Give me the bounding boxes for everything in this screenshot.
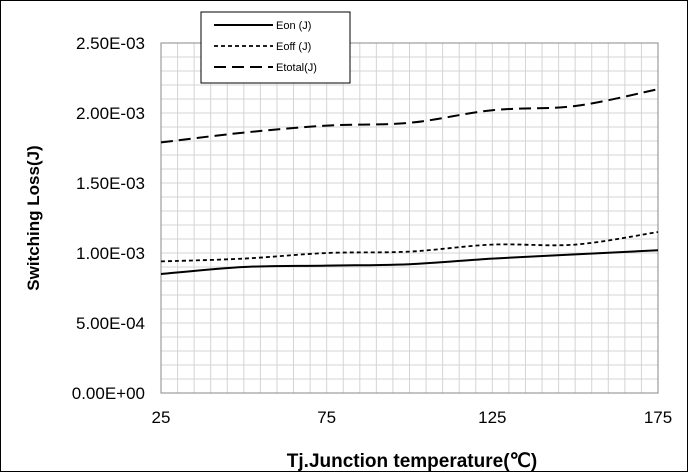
tick-labels: 0.00E+00 5.00E-04 1.00E-03 1.50E-03 2.00E-03… [72,34,672,427]
y-tick-label: 0.00E+00 [72,384,145,403]
legend-box [200,11,351,84]
series-line-dashed [160,88,659,144]
grid [160,42,659,394]
y-tick-label: 1.50E-03 [76,174,145,193]
y-tick-label: 5.00E-04 [76,314,145,333]
x-tick-label: 75 [317,408,336,427]
y-tick-label: 2.50E-03 [76,34,145,53]
y-axis-title: Switching Loss(J) [24,145,43,290]
x-tick-label: 25 [152,408,171,427]
legend-label: Eon (J) [276,20,311,32]
legend-label: Etotal(J) [276,62,317,74]
plot-area-border [160,42,659,394]
legend-label: Eoff (J) [276,41,311,53]
series-line-dotted [160,231,659,263]
y-tick-label: 1.00E-03 [76,244,145,263]
x-tick-label: 175 [644,408,672,427]
x-axis-title: Tj.Junction temperature(℃) [287,451,537,472]
series-lines [160,88,659,275]
y-tick-label: 2.00E-03 [76,104,145,123]
series-line-solid [160,249,659,275]
legend: Eon (J) Eoff (J) Etotal(J) [200,11,351,84]
x-tick-label: 125 [478,408,506,427]
